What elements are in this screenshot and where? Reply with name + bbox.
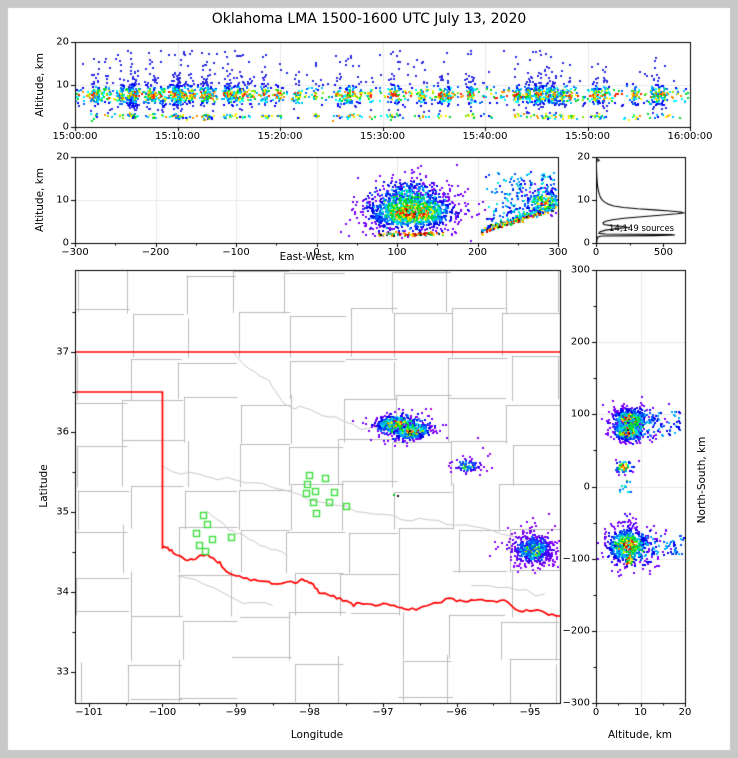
tick-label: −95 [519,707,541,718]
histogram-source-count-annotation: 14,149 sources [609,224,675,234]
tick-label: 20 [56,151,69,163]
tick-label: 10 [634,707,647,718]
tick-label: 0 [592,707,600,718]
tick-label: 20 [678,707,692,718]
tick-label: 0 [583,481,590,492]
tick-label: 15:50:00 [565,131,610,142]
tick-label: 15:20:00 [257,131,303,142]
tick-label: 35 [56,506,69,518]
tick-label: −96 [445,707,468,718]
ns-height-x-axis-label: Altitude, km [607,729,673,741]
tick-label: −98 [298,707,321,718]
ew-height-x-axis-label: East-West, km [279,251,355,263]
tick-label: 10 [577,194,590,206]
tick-label: −100 [222,247,250,258]
map-y-axis-label: Latitude [38,464,50,508]
ew-height-y-axis-label: Altitude, km [34,167,46,233]
tick-label: 500 [653,247,673,258]
tick-label: −99 [225,707,247,718]
tick-label: 15:30:00 [360,131,405,142]
tick-label: 15:00:00 [52,131,98,142]
tick-label: 200 [467,247,488,258]
tick-label: 300 [548,247,568,258]
tick-label: 15:40:00 [462,131,508,142]
tick-label: 34 [56,586,69,598]
tick-label: −97 [372,707,394,718]
tick-label: −200 [141,247,170,258]
tick-label: −300 [61,247,89,258]
tick-label: 10 [56,79,69,90]
tick-label: 33 [56,666,69,678]
tick-label: 16:00:00 [667,131,713,142]
ns-height-y-axis-label: North-South, km [696,436,708,524]
tick-label: 0 [592,247,600,258]
tick-label: 0 [583,237,590,249]
tick-label: −300 [562,697,590,709]
tick-label: −200 [562,625,590,637]
tick-label: 0 [313,247,320,258]
tick-label: 36 [56,426,69,438]
tick-label: 37 [56,346,69,358]
tick-label: 300 [570,264,590,276]
tick-label: −100 [148,707,177,718]
tick-label: 20 [56,36,69,48]
tick-label: 0 [62,237,69,249]
time-height-y-axis-label: Altitude, km [34,52,46,118]
tick-label: 0 [62,121,69,133]
tick-label: 200 [570,336,590,348]
figure-title: Oklahoma LMA 1500-1600 UTC July 13, 2020 [211,11,527,27]
tick-label: −100 [562,553,590,565]
tick-label: 15:10:00 [155,131,200,142]
tick-label: 100 [387,247,407,258]
map-x-axis-label: Longitude [290,729,344,741]
tick-label: −101 [75,707,103,718]
tick-label: 20 [577,151,590,163]
tick-label: 100 [570,408,590,420]
tick-label: 10 [56,194,69,206]
